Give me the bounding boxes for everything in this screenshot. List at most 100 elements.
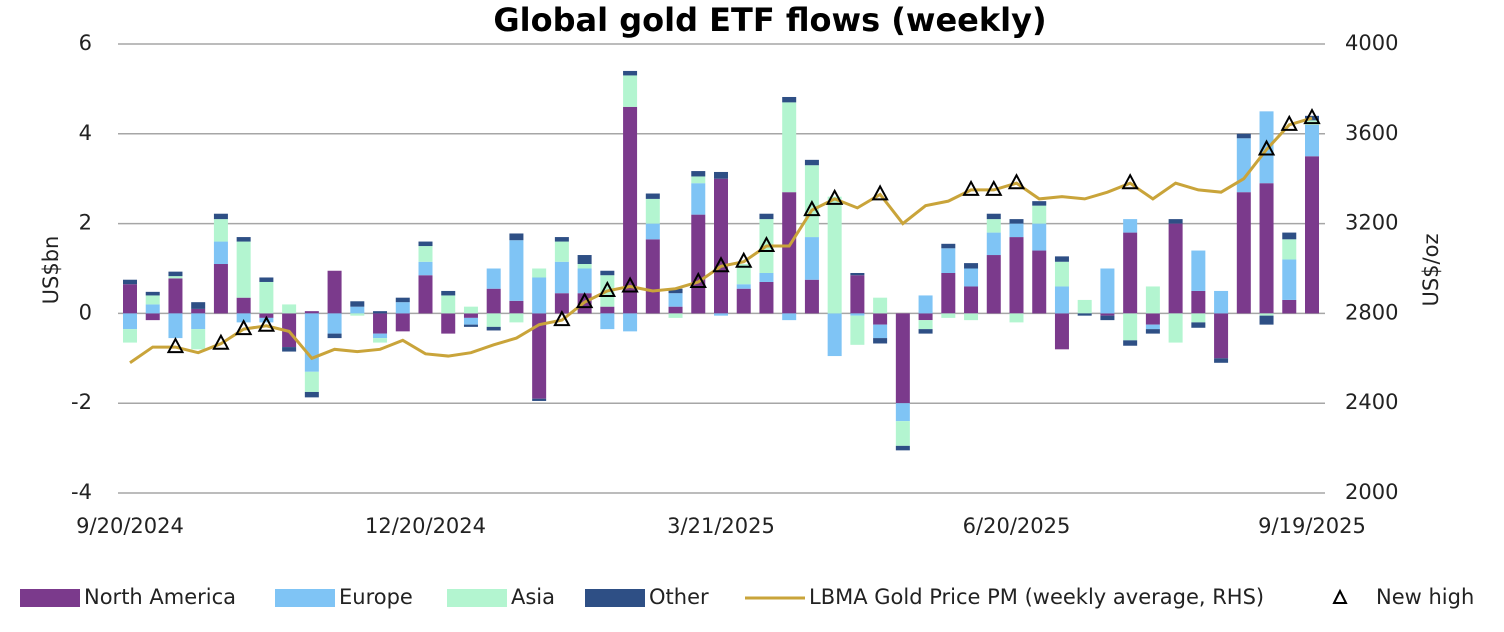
- bar-segment: [623, 70, 638, 76]
- price-line: [129, 116, 1313, 365]
- y-axis-title: US$bn: [39, 236, 63, 305]
- y-tick-label: -4: [71, 480, 92, 504]
- new-high-marker: [598, 280, 617, 297]
- y-tick-label: 4: [79, 121, 92, 145]
- bar-segment: [259, 317, 274, 323]
- bar-segment: [1032, 201, 1047, 206]
- bar-segment: [1100, 315, 1115, 321]
- bar-segment: [1032, 205, 1047, 224]
- bar-segment: [577, 264, 592, 269]
- bar-segment: [1077, 299, 1092, 314]
- bar-segment: [1168, 223, 1183, 314]
- bar-segment: [827, 313, 842, 357]
- bar-segment: [1054, 256, 1069, 262]
- new-high-marker: [1257, 139, 1276, 156]
- new-high-marker: [234, 319, 253, 336]
- bar-segment: [304, 371, 319, 392]
- bar-segment: [168, 276, 183, 279]
- bar-segment: [236, 237, 251, 242]
- bar-segment: [1032, 250, 1047, 314]
- new-high-marker: [1121, 173, 1139, 190]
- bar-segment: [509, 313, 524, 323]
- bar-segment: [668, 313, 683, 318]
- bar-segment: [1305, 124, 1319, 157]
- bar-segment: [1214, 358, 1229, 363]
- bar-segment: [145, 295, 160, 305]
- bar-segment: [350, 306, 365, 314]
- y2-tick-label: 2400: [1345, 390, 1398, 414]
- bar-segment: [941, 272, 956, 314]
- bar-segment: [532, 277, 547, 314]
- bar-segment: [1305, 115, 1319, 121]
- bar-segment: [623, 75, 638, 107]
- bar-segment: [1259, 315, 1274, 325]
- bar-segment: [350, 313, 365, 316]
- bar-segment: [1100, 268, 1115, 314]
- bar-segment: [145, 313, 160, 321]
- bar-segment: [1236, 133, 1251, 139]
- bar-segment: [191, 313, 206, 330]
- bar-segment: [1054, 286, 1069, 314]
- bar-segment: [441, 290, 456, 296]
- new-high-marker: [621, 276, 639, 293]
- bar-segment: [509, 240, 524, 301]
- bar-segment: [532, 398, 547, 401]
- bar-segment: [168, 271, 183, 277]
- bar-segment: [895, 403, 910, 422]
- bar-segment: [736, 264, 751, 285]
- bar-segment: [873, 313, 888, 325]
- bar-segment: [1191, 313, 1206, 323]
- bar-segment: [509, 233, 524, 241]
- bar-segment: [804, 159, 819, 166]
- bar-segment: [418, 241, 433, 247]
- bar-segment: [123, 329, 137, 343]
- new-high-marker: [553, 310, 571, 327]
- bar-segment: [1259, 111, 1274, 184]
- bar-segment: [1259, 313, 1274, 316]
- bar-segment: [964, 268, 979, 287]
- new-high-marker: [825, 188, 844, 205]
- bar-segment: [623, 313, 638, 332]
- bar-segment: [918, 320, 933, 330]
- bar-segment: [236, 297, 251, 314]
- y-tick-label: 2: [79, 211, 92, 235]
- bar-segment: [373, 313, 388, 334]
- bar-segment: [327, 270, 342, 314]
- bar-segment: [1305, 156, 1319, 314]
- bar-segment: [418, 275, 433, 314]
- bar-segment: [918, 329, 933, 334]
- bar-segment: [668, 306, 683, 314]
- new-high-marker: [575, 292, 594, 309]
- new-high-marker: [689, 271, 707, 288]
- y2-tick-label: 3600: [1345, 121, 1398, 145]
- bar-segment: [145, 304, 160, 314]
- bar-segment: [895, 313, 910, 404]
- new-high-marker: [735, 251, 753, 268]
- bar-segment: [1259, 183, 1274, 314]
- bar-segment: [304, 391, 319, 398]
- bar-segment: [895, 445, 910, 451]
- bar-segment: [804, 237, 819, 280]
- bar-segment: [191, 308, 206, 314]
- bar-segment: [964, 263, 979, 269]
- new-high-marker: [1303, 107, 1321, 125]
- bar-segment: [1100, 313, 1115, 316]
- new-high-marker: [712, 256, 730, 273]
- bar-segment: [259, 277, 274, 282]
- bar-segment: [850, 313, 865, 316]
- bar-segment: [123, 284, 137, 314]
- bar-segment: [486, 313, 501, 327]
- bar-segment: [554, 237, 569, 242]
- bar-segment: [463, 324, 478, 327]
- bar-segment: [941, 243, 956, 249]
- bar-segment: [1145, 329, 1160, 334]
- bar-segment: [1191, 290, 1206, 314]
- bar-segment: [373, 333, 388, 339]
- bar-segment: [532, 268, 547, 278]
- bar-segment: [714, 313, 728, 316]
- bar-segment: [554, 293, 569, 314]
- bar-segment: [486, 288, 501, 314]
- x-tick-label: 3/21/2025: [667, 514, 775, 538]
- bar-segment: [1214, 290, 1229, 314]
